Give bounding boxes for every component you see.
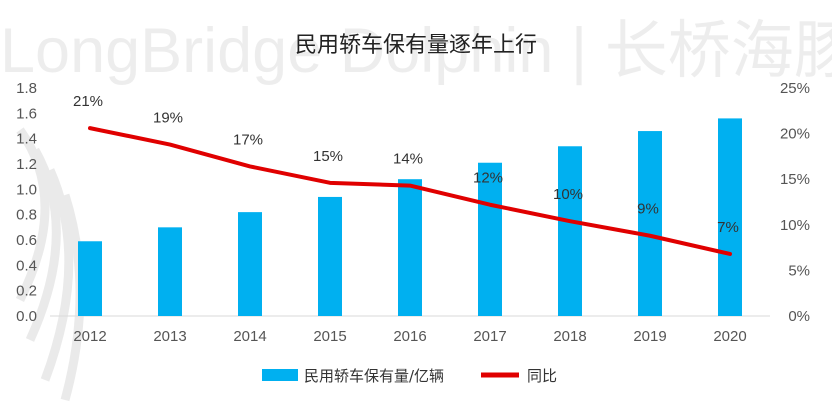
- bar-2017: [478, 162, 502, 316]
- chart-title: 民用轿车保有量逐年上行: [295, 33, 537, 58]
- y-right-tick-label: 15%: [780, 171, 810, 188]
- bar-2013: [158, 227, 182, 316]
- x-tick-label: 2020: [713, 328, 746, 345]
- legend: 民用轿车保有量/亿辆 同比: [262, 367, 557, 385]
- x-tick-label: 2016: [393, 328, 426, 345]
- yoy-line: [88, 126, 732, 256]
- y-left-tick-label: 0.4: [16, 257, 37, 274]
- bar-2015: [318, 196, 342, 316]
- x-tick-label: 2012: [73, 328, 106, 345]
- line-data-label: 15%: [313, 148, 343, 165]
- line-data-label: 12%: [473, 170, 503, 187]
- y-right-tick-label: 20%: [780, 126, 810, 143]
- x-tick-label: 2014: [233, 328, 266, 345]
- bar-2019: [638, 131, 662, 316]
- bar-2018: [558, 146, 582, 316]
- line-data-label: 10%: [553, 186, 583, 203]
- watermark: LongBridge Dolphin | 长桥海豚投研: [0, 16, 832, 86]
- bar-series: [78, 118, 742, 317]
- x-axis: 2012 2013 2014 2015 2016 2017 2018 2019 2020: [73, 328, 746, 345]
- y-left-tick-label: 1.2: [16, 156, 37, 173]
- line-data-label: 9%: [637, 201, 659, 218]
- y-right-tick-label: 10%: [780, 217, 810, 234]
- y-right-tick-label: 5%: [788, 262, 810, 279]
- bar-2020: [718, 118, 742, 317]
- legend-line-label: 同比: [527, 367, 557, 385]
- bar-2014: [238, 212, 262, 316]
- y-left-tick-label: 0.0: [16, 308, 37, 325]
- y-right-tick-label: 0%: [788, 308, 810, 325]
- bar-2016: [398, 179, 422, 316]
- line-data-label: 7%: [717, 219, 739, 236]
- y-left-tick-label: 1.4: [16, 131, 37, 148]
- y-left-axis: 0.0 0.2 0.4 0.6 0.8 1.0 1.2 1.4 1.6 1.8: [16, 80, 37, 325]
- line-data-label: 21%: [73, 93, 103, 110]
- y-left-tick-label: 1.0: [16, 181, 37, 198]
- x-tick-label: 2019: [633, 328, 666, 345]
- line-labels: 21% 19% 17% 15% 14% 12% 10% 9% 7%: [73, 93, 739, 236]
- line-data-label: 14%: [393, 151, 423, 168]
- y-left-tick-label: 0.2: [16, 283, 37, 300]
- x-tick-label: 2015: [313, 328, 346, 345]
- line-data-label: 19%: [153, 110, 183, 127]
- x-tick-label: 2017: [473, 328, 506, 345]
- y-right-tick-label: 25%: [780, 80, 810, 97]
- line-series: [88, 126, 732, 256]
- legend-bar-label: 民用轿车保有量/亿辆: [304, 367, 444, 385]
- line-data-label: 17%: [233, 131, 263, 148]
- x-tick-label: 2018: [553, 328, 586, 345]
- y-left-tick-label: 1.8: [16, 80, 37, 97]
- bar-2012: [78, 241, 102, 316]
- y-left-tick-label: 0.8: [16, 207, 37, 224]
- y-right-axis: 0% 5% 10% 15% 20% 25%: [780, 80, 810, 325]
- y-left-tick-label: 1.6: [16, 105, 37, 122]
- x-tick-label: 2013: [153, 328, 186, 345]
- y-left-tick-label: 0.6: [16, 232, 37, 249]
- legend-bar-swatch: [262, 369, 298, 381]
